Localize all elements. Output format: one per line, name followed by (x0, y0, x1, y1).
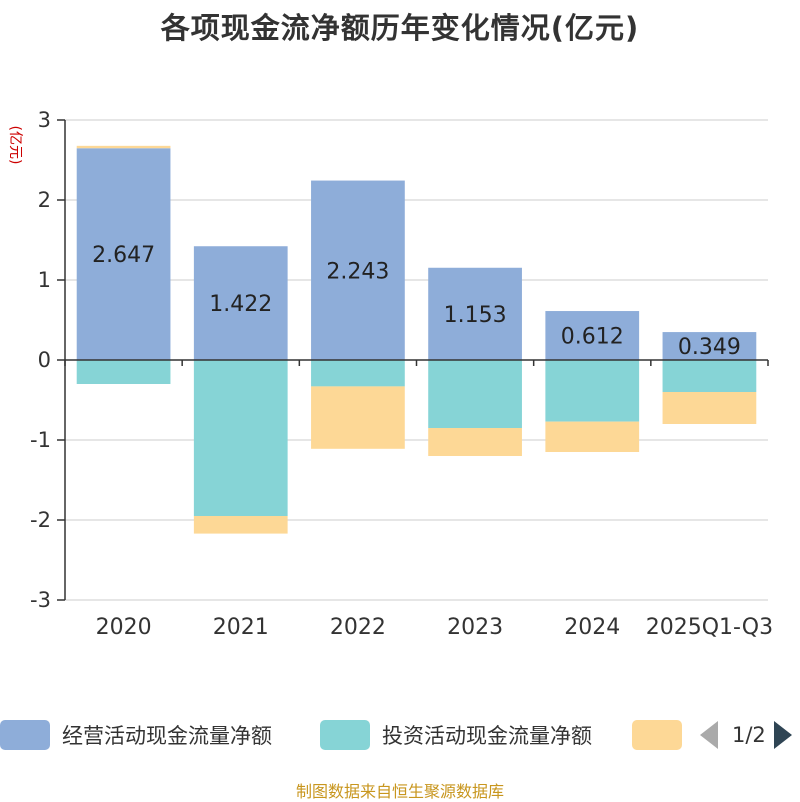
ytick-label-2: 1 (38, 268, 51, 292)
y-axis-label: (亿元) (7, 126, 23, 165)
legend-swatch-operating (0, 720, 50, 750)
bar-s2-2023[interactable] (428, 428, 522, 456)
bar-s2-2024[interactable] (545, 421, 640, 452)
ytick-label-1: 2 (38, 188, 51, 212)
bar-s1-2021[interactable] (193, 360, 288, 516)
bar-s0-2022[interactable] (311, 180, 405, 360)
ytick-label-5: -2 (30, 508, 51, 532)
data-label-2024: 0.612 (561, 325, 624, 350)
chart-title: 各项现金流净额历年变化情况(亿元) (160, 11, 640, 45)
bar-s0-2020[interactable] (76, 148, 171, 360)
source-note: 制图数据来自恒生聚源数据库 (295, 782, 504, 801)
data-label-2020: 2.647 (92, 243, 155, 268)
data-label-2023: 1.153 (444, 303, 507, 328)
xtick-label-2020: 2020 (96, 615, 152, 640)
xtick-label-2023: 2023 (447, 615, 503, 640)
ytick-label-0: 3 (38, 108, 51, 132)
xtick-label-2021: 2021 (213, 615, 269, 640)
data-label-2025Q1-Q3: 0.349 (678, 335, 741, 360)
legend-item-financing[interactable] (632, 717, 694, 753)
xtick-label-2025Q1-Q3: 2025Q1-Q3 (646, 615, 773, 640)
legend-item-investing[interactable]: 投资活动现金流量净额 (320, 717, 592, 753)
data-label-2022: 2.243 (326, 259, 389, 284)
legend-item-operating[interactable]: 经营活动现金流量净额 (0, 717, 272, 753)
bar-s1-2020[interactable] (76, 360, 171, 384)
legend-swatch-investing (320, 720, 370, 750)
legend: 经营活动现金流量净额 投资活动现金流量净额 1/2 (0, 717, 800, 753)
legend-swatch-financing (632, 720, 682, 750)
bar-s0-2024[interactable] (545, 311, 640, 360)
bar-s1-2022[interactable] (311, 360, 405, 387)
axes: 3 2 1 0 -1 -2 -3 2020 2021 2022 2023 2024 2025Q1-Q3 (30, 108, 773, 640)
legend-next-icon[interactable] (773, 721, 792, 749)
data-label-2021: 1.422 (209, 292, 272, 317)
legend-page-indicator: 1/2 (732, 723, 766, 747)
bar-s2-2021[interactable] (193, 516, 288, 534)
bars (76, 145, 757, 534)
legend-prev-icon[interactable] (700, 721, 718, 749)
ytick-label-4: -1 (30, 428, 51, 452)
bar-s2-2020[interactable] (76, 145, 171, 149)
bar-s2-2025Q1-Q3[interactable] (662, 392, 757, 424)
ytick-label-6: -3 (30, 588, 51, 612)
legend-pager: 1/2 (700, 717, 792, 753)
data-labels: 2.647 1.422 2.243 1.153 0.612 0.349 (92, 243, 741, 360)
bar-s1-2023[interactable] (428, 360, 522, 428)
legend-label-investing: 投资活动现金流量净额 (382, 724, 592, 748)
bar-s1-2024[interactable] (545, 360, 640, 422)
bar-s0-2025Q1-Q3[interactable] (662, 332, 757, 360)
bar-s2-2022[interactable] (311, 386, 405, 449)
xtick-label-2022: 2022 (330, 615, 386, 640)
xtick-label-2024: 2024 (564, 615, 620, 640)
bar-s0-2021[interactable] (193, 246, 288, 360)
ytick-label-3: 0 (38, 348, 51, 372)
bar-s0-2023[interactable] (428, 267, 522, 360)
legend-label-operating: 经营活动现金流量净额 (62, 724, 272, 748)
bar-s1-2025Q1-Q3[interactable] (662, 360, 757, 392)
